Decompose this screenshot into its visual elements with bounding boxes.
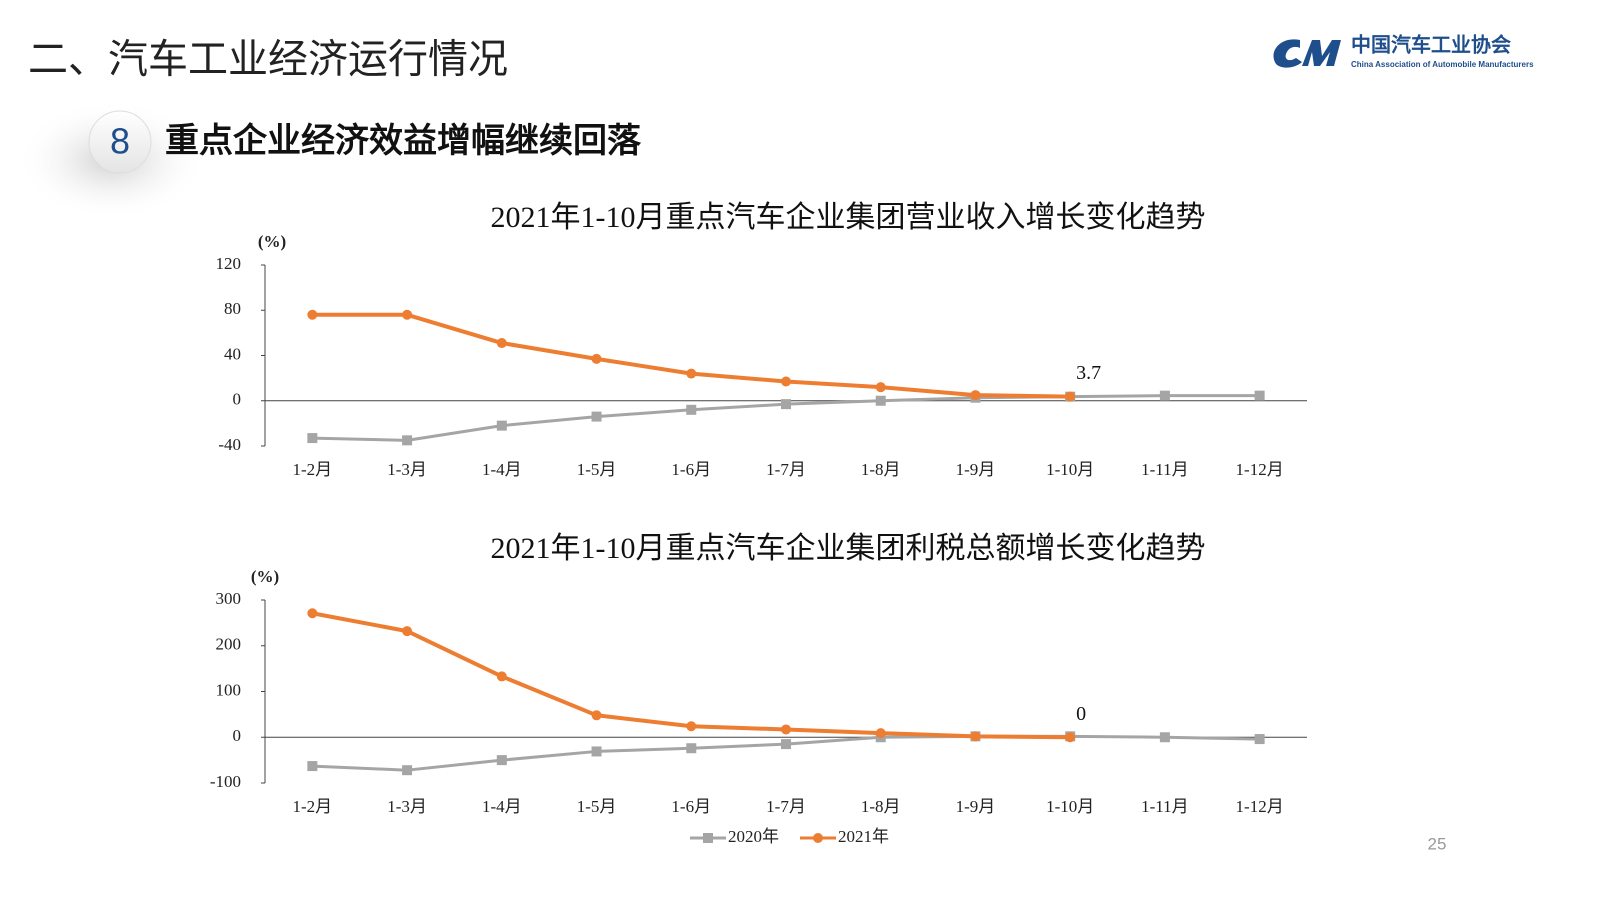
point: [307, 761, 318, 772]
page-number: 25: [1428, 834, 1447, 853]
y-axis-label: (%): [251, 567, 279, 586]
page-title: 二、汽车工业经济运行情况: [28, 38, 508, 82]
logo-english: China Association of Automobile Manufact…: [1351, 60, 1534, 69]
legend-marker: [703, 833, 713, 843]
point: [686, 404, 697, 415]
point: [686, 743, 697, 754]
point: [1254, 390, 1265, 401]
x-tick-label: 1-5月: [577, 797, 617, 816]
x-tick-label: 1-3月: [387, 797, 427, 816]
point: [686, 721, 697, 732]
y-tick-label: 0: [233, 390, 242, 409]
y-tick-label: 80: [224, 299, 241, 318]
point: [307, 309, 318, 320]
point: [1159, 390, 1170, 401]
logo-name: 中国汽车工业协会: [1351, 32, 1511, 56]
legend-label: 2020年: [728, 827, 779, 846]
legend-marker: [813, 833, 823, 843]
point: [496, 671, 507, 682]
point: [307, 433, 318, 444]
point: [970, 731, 981, 742]
series-line: [312, 312, 1071, 399]
x-tick-label: 1-8月: [861, 460, 901, 479]
point: [1065, 732, 1076, 743]
x-tick-label: 1-11月: [1141, 797, 1189, 816]
point: [402, 765, 413, 776]
point: [970, 390, 981, 401]
x-tick-label: 1-3月: [387, 460, 427, 479]
x-tick-label: 1-12月: [1236, 797, 1284, 816]
x-tick-label: 1-12月: [1236, 460, 1284, 479]
point: [781, 739, 791, 750]
data-label: 0: [1076, 703, 1086, 725]
x-tick-label: 1-2月: [293, 797, 333, 816]
y-tick-label: -40: [218, 435, 241, 454]
point: [591, 746, 602, 757]
y-tick-label: 200: [216, 635, 242, 654]
section-subtitle: 重点企业经济效益增幅继续回落: [165, 121, 642, 160]
x-tick-label: 1-8月: [861, 797, 901, 816]
chart-title: 2021年1-10月重点汽车企业集团营业收入增长变化趋势: [491, 201, 1206, 234]
data-label: 3.7: [1076, 362, 1101, 384]
point: [496, 420, 507, 431]
point: [875, 395, 886, 406]
point: [875, 728, 886, 739]
series-line: [311, 611, 1071, 740]
point: [781, 399, 791, 410]
x-tick-label: 1-10月: [1046, 797, 1094, 816]
x-tick-label: 1-9月: [956, 797, 996, 816]
point: [781, 376, 791, 387]
legend-label: 2021年: [838, 827, 889, 846]
y-axis-label: (%): [258, 232, 286, 251]
logo-mark: [1302, 40, 1341, 66]
point: [307, 608, 318, 619]
logo-mark: [1273, 39, 1302, 68]
chart-title: 2021年1-10月重点汽车企业集团利税总额增长变化趋势: [491, 532, 1206, 565]
x-tick-label: 1-6月: [671, 797, 711, 816]
x-tick-label: 1-2月: [293, 460, 333, 479]
point: [496, 338, 507, 349]
point: [686, 368, 697, 379]
point: [1159, 732, 1170, 743]
point: [591, 353, 602, 364]
point: [402, 309, 413, 320]
section-number: 8: [110, 121, 130, 162]
x-tick-label: 1-4月: [482, 460, 522, 479]
point: [402, 626, 413, 637]
y-tick-label: 40: [224, 344, 241, 363]
y-tick-label: 0: [233, 726, 242, 745]
x-tick-label: 1-7月: [766, 460, 806, 479]
x-tick-label: 1-6月: [671, 460, 711, 479]
point: [1065, 391, 1076, 402]
x-tick-label: 1-4月: [482, 797, 522, 816]
point: [591, 710, 602, 721]
x-tick-label: 1-5月: [577, 460, 617, 479]
y-tick-label: 100: [216, 680, 242, 699]
x-tick-label: 1-10月: [1046, 460, 1094, 479]
y-tick-label: -100: [210, 772, 241, 791]
section-badge: [88, 110, 152, 174]
point: [402, 435, 413, 446]
y-tick-label: 120: [216, 254, 242, 273]
point: [781, 724, 791, 735]
point: [1254, 734, 1265, 745]
x-tick-label: 1-7月: [766, 797, 806, 816]
x-tick-label: 1-11月: [1141, 460, 1189, 479]
logo: 中国汽车工业协会 China Association of Automobile…: [1273, 32, 1534, 69]
point: [496, 755, 507, 766]
x-tick-label: 1-9月: [956, 460, 996, 479]
point: [591, 411, 602, 422]
point: [875, 382, 886, 393]
y-tick-label: 300: [216, 589, 242, 608]
